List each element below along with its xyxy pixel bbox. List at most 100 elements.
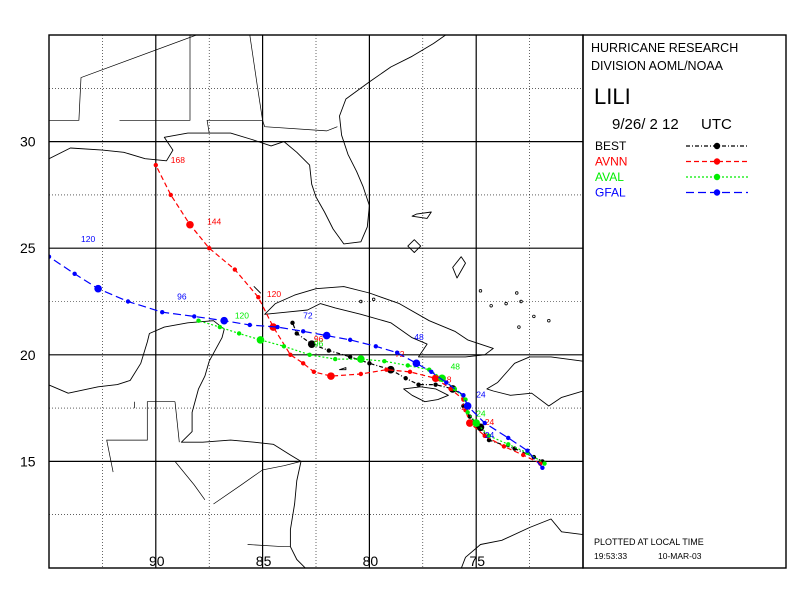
track-point-avnn (501, 444, 507, 449)
track-point-best (307, 340, 316, 348)
track-point-aval (196, 318, 201, 323)
agency-line-1: HURRICANE RESEARCH (591, 41, 738, 55)
storm-name: LILI (594, 84, 631, 109)
track-point-best (486, 437, 492, 443)
track-point-best (403, 376, 408, 381)
longitude-tick-labels: 90 85 80 75 (149, 553, 485, 569)
track-point-aval (256, 336, 265, 344)
longitude-tick-label: 90 (149, 553, 165, 569)
track-hour-label: 24 (476, 409, 486, 419)
track-hour-label: 48 (442, 375, 452, 385)
track-point-gfal (72, 271, 77, 276)
track-point-avnn (431, 374, 440, 383)
island-8 (359, 299, 363, 304)
latitude-tick-label: 20 (20, 347, 36, 363)
border-line-5 (174, 401, 180, 443)
track-point-gfal (429, 369, 434, 375)
track-point-gfal (540, 465, 545, 470)
island-2 (515, 291, 519, 295)
latitude-tick-label: 30 (20, 134, 36, 150)
track-point-aval (465, 410, 470, 415)
legend-marker-gfal (713, 189, 721, 196)
track-point-avnn (186, 220, 194, 229)
init-time: 9/26/ 2 12 (612, 116, 679, 133)
latitude-tick-labels: 15 20 25 30 (20, 134, 36, 470)
track-point-best (290, 320, 295, 326)
track-point-gfal (347, 337, 353, 343)
time-zone: UTC (701, 116, 732, 133)
track-point-aval (382, 358, 387, 364)
track-point-aval (463, 397, 468, 402)
track-point-gfal (220, 316, 228, 325)
coastline-1 (49, 320, 306, 568)
track-point-avnn (288, 352, 293, 357)
legend-marker-avnn (713, 158, 721, 165)
track-point-aval (486, 433, 492, 439)
track-point-aval (236, 331, 242, 336)
island-1 (504, 301, 508, 306)
track-hour-label: 144 (207, 217, 221, 227)
legend-label-avnn: AVNN (595, 155, 627, 169)
track-point-aval (506, 442, 511, 447)
track-hour-label: 96 (314, 338, 324, 348)
track-point-gfal (322, 331, 331, 340)
track-hour-label: 48 (451, 362, 461, 372)
track-hour-label: 24 (485, 430, 495, 440)
track-point-gfal (125, 299, 131, 304)
forecast-tracks: 2424487296120144168244896120242448729612… (49, 155, 547, 470)
track-point-avnn (153, 162, 158, 168)
track-hour-label: 96 (314, 334, 324, 344)
track-point-avnn (384, 367, 389, 372)
track-point-avnn (448, 386, 453, 392)
track-line-aval (198, 320, 545, 465)
latitude-tick-label: 25 (20, 240, 36, 256)
track-point-aval (307, 352, 312, 357)
track-point-gfal (506, 435, 511, 441)
track-point-avnn (407, 369, 413, 375)
track-point-gfal (463, 402, 472, 410)
plot-date: 10-MAR-03 (658, 551, 702, 561)
coastline-7 (411, 211, 432, 219)
track-point-gfal (525, 448, 530, 453)
track-point-best (294, 331, 299, 336)
track-hour-label: 120 (267, 289, 281, 299)
border-line-4 (106, 401, 175, 473)
island-9 (371, 297, 376, 302)
track-point-best (512, 446, 517, 451)
coastline-3 (403, 386, 449, 403)
track-point-avnn (358, 371, 364, 377)
track-point-gfal (482, 420, 487, 426)
track-hour-label: 168 (171, 155, 185, 165)
track-point-aval (542, 461, 547, 466)
island-6 (478, 289, 483, 293)
track-point-gfal (275, 324, 280, 330)
track-point-avnn (256, 295, 261, 300)
longitude-tick-label: 85 (256, 553, 272, 569)
track-hour-label: 96 (177, 291, 187, 301)
track-point-gfal (192, 314, 197, 319)
track-aval: 24 48 96 120 (196, 311, 547, 466)
track-point-avnn (520, 452, 526, 458)
track-point-best (433, 382, 438, 387)
legend-label-best: BEST (595, 139, 627, 153)
lat-lon-grid (49, 35, 583, 568)
longitude-tick-label: 80 (363, 553, 379, 569)
legend-marker-aval (713, 173, 721, 181)
track-point-avnn (327, 372, 335, 380)
track-point-avnn (465, 419, 474, 427)
coastline-4 (486, 356, 583, 407)
track-point-gfal (160, 309, 165, 315)
border-line-8 (247, 544, 291, 548)
track-point-aval (217, 324, 223, 330)
island-0 (489, 304, 493, 308)
track-point-aval (281, 344, 287, 349)
coastline-10 (253, 286, 261, 294)
track-point-avnn (168, 192, 173, 198)
island-5 (517, 325, 521, 329)
coastline-0 (49, 35, 447, 245)
track-point-best (326, 348, 332, 353)
plot-note: PLOTTED AT LOCAL TIME (594, 537, 704, 547)
